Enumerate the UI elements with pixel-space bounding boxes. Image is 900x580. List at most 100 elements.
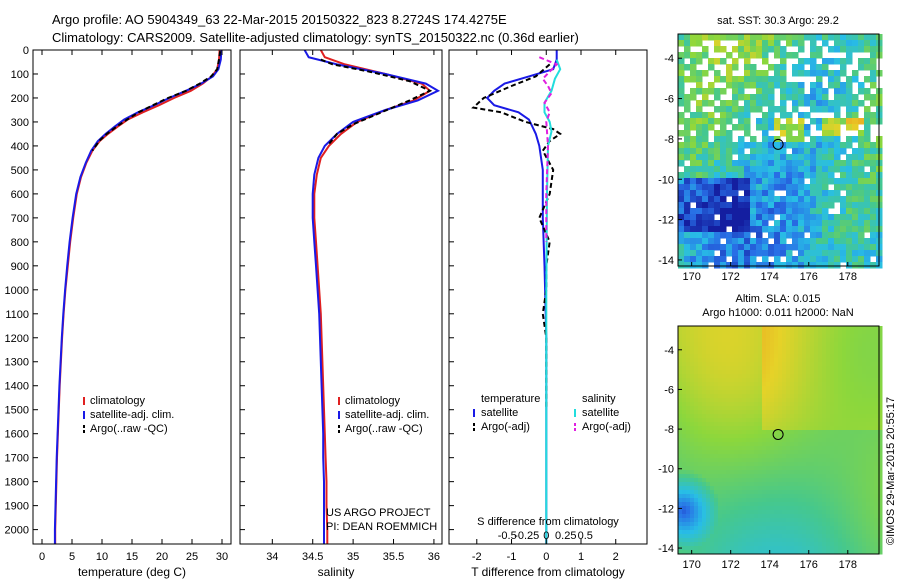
sst-cell — [846, 34, 853, 41]
sla-cell — [874, 406, 879, 411]
sla-cell — [858, 414, 863, 419]
sst-cell — [792, 202, 799, 209]
sst-cell — [804, 256, 811, 263]
sst-cell — [846, 262, 853, 269]
sla-cell — [802, 462, 807, 467]
sla-cell — [862, 526, 867, 531]
sst-cell — [714, 178, 721, 185]
sla-cell — [694, 410, 699, 415]
sla-cell — [810, 510, 815, 515]
map-y-tick-label: -10 — [658, 174, 674, 186]
sla-cell — [778, 390, 783, 395]
sst-cell — [864, 136, 871, 143]
sla-cell — [730, 362, 735, 367]
sst-cell — [852, 220, 859, 227]
sla-cell — [834, 458, 839, 463]
sst-cell — [864, 250, 871, 257]
sst-cell — [744, 64, 751, 71]
sst-cell — [714, 196, 721, 203]
sla-cell — [802, 386, 807, 391]
y-tick-label: 300 — [11, 117, 29, 129]
sla-cell — [730, 414, 735, 419]
sla-cell — [746, 326, 751, 331]
sla-cell — [738, 386, 743, 391]
sla-cell — [770, 494, 775, 499]
sst-cell — [780, 76, 787, 83]
sla-cell — [746, 486, 751, 491]
sla-cell — [834, 542, 839, 547]
sst-cell — [840, 142, 847, 149]
sla-cell — [746, 518, 751, 523]
sla-cell — [766, 466, 771, 471]
sst-cell — [870, 52, 877, 59]
sla-cell — [690, 518, 695, 523]
sla-cell — [786, 346, 791, 351]
sla-cell — [742, 482, 747, 487]
sla-cell — [718, 490, 723, 495]
sst-cell — [702, 112, 709, 119]
sla-cell — [802, 330, 807, 335]
sla-cell — [710, 546, 715, 551]
sla-cell — [806, 490, 811, 495]
sla-cell — [870, 498, 875, 503]
sla-cell — [870, 398, 875, 403]
sla-cell — [830, 374, 835, 379]
sla-cell — [746, 366, 751, 371]
sst-cell — [828, 148, 835, 155]
sst-cell — [780, 220, 787, 227]
sla-cell — [866, 342, 871, 347]
sla-cell — [734, 502, 739, 507]
sla-cell — [730, 526, 735, 531]
sst-cell — [750, 142, 757, 149]
sst-cell — [828, 172, 835, 179]
sla-cell — [806, 502, 811, 507]
sla-cell — [734, 346, 739, 351]
sla-cell — [874, 474, 879, 479]
sst-cell — [792, 208, 799, 215]
sla-cell — [694, 406, 699, 411]
sst-cell — [810, 202, 817, 209]
sla-cell — [850, 366, 855, 371]
sla-cell — [730, 518, 735, 523]
sla-cell — [802, 346, 807, 351]
sla-cell — [878, 430, 883, 435]
sla-cell — [866, 530, 871, 535]
sla-cell — [870, 406, 875, 411]
sla-cell — [734, 538, 739, 543]
sla-cell — [750, 346, 755, 351]
sla-cell — [874, 470, 879, 475]
sla-cell — [874, 374, 879, 379]
sst-cell — [750, 148, 757, 155]
sla-cell — [854, 478, 859, 483]
sla-cell — [682, 430, 687, 435]
sla-cell — [754, 446, 759, 451]
sla-cell — [794, 442, 799, 447]
sla-cell — [698, 530, 703, 535]
sla-cell — [714, 346, 719, 351]
sla-cell — [750, 526, 755, 531]
sla-cell — [710, 502, 715, 507]
sla-cell — [778, 534, 783, 539]
sla-cell — [778, 374, 783, 379]
sla-cell — [846, 498, 851, 503]
sst-cell — [846, 100, 853, 107]
sla-cell — [710, 526, 715, 531]
sla-cell — [714, 334, 719, 339]
sla-cell — [730, 462, 735, 467]
sst-cell — [798, 208, 805, 215]
sla-cell — [834, 354, 839, 359]
y-tick-label: 900 — [11, 261, 29, 273]
sst-cell — [678, 238, 685, 245]
sla-cell — [766, 354, 771, 359]
sst-cell — [840, 34, 847, 41]
sla-cell — [818, 478, 823, 483]
sla-cell — [790, 518, 795, 523]
sst-cell — [762, 244, 769, 251]
sla-cell — [742, 502, 747, 507]
sla-cell — [874, 546, 879, 551]
sla-cell — [854, 442, 859, 447]
sla-cell — [814, 478, 819, 483]
sla-cell — [710, 506, 715, 511]
sla-cell — [698, 390, 703, 395]
sst-cell — [684, 130, 691, 137]
